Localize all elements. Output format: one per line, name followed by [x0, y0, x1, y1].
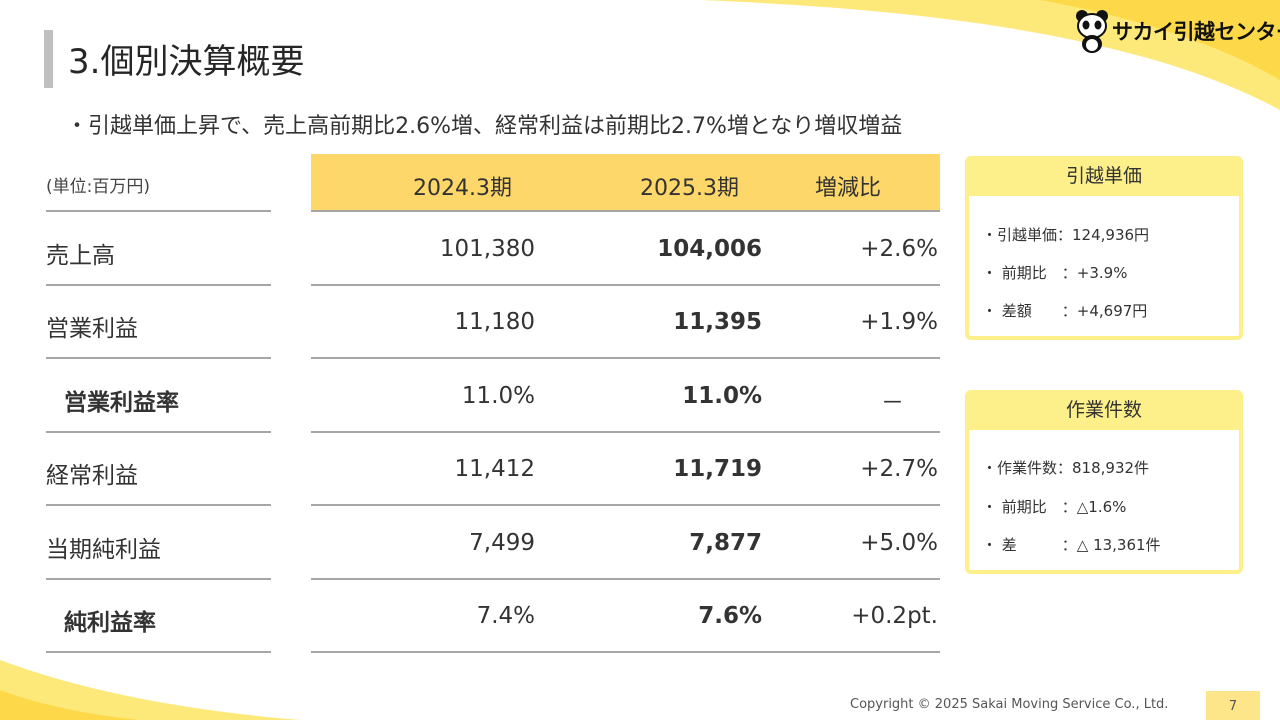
table-header-background	[311, 154, 940, 210]
row-label-sales: 売上高	[46, 243, 115, 269]
cell-change: +2.7%	[860, 456, 938, 482]
table-rule	[46, 284, 271, 286]
cell-prev: 7,499	[469, 530, 535, 556]
unit-price-yoy-line: ・ 前期比 ：+3.9%	[982, 264, 1128, 282]
table-rule	[311, 651, 940, 653]
page-number-background	[1206, 691, 1260, 720]
page-title: 3.個別決算概要	[68, 42, 305, 82]
unit-label: (単位:百万円)	[46, 177, 150, 197]
cell-prev: 7.4%	[476, 603, 535, 629]
cell-prev: 11.0%	[461, 383, 535, 409]
table-rule	[46, 651, 271, 653]
table-rule	[311, 504, 940, 506]
row-label-net-income: 当期純利益	[46, 537, 161, 563]
row-label-operating-profit: 営業利益	[46, 316, 138, 342]
table-rule	[311, 284, 940, 286]
table-rule	[311, 578, 940, 580]
column-header-curr: 2025.3期	[640, 176, 739, 201]
cell-change: －	[881, 390, 904, 416]
table-rule	[46, 431, 271, 433]
cell-change: +1.9%	[860, 309, 938, 335]
cell-curr: 7,877	[689, 530, 762, 556]
table-rule	[311, 431, 940, 433]
unit-price-diff-line: ・ 差額 ：+4,697円	[982, 302, 1148, 320]
table-rule	[311, 210, 940, 212]
work-count-line: ・作業件数：818,932件	[982, 459, 1150, 477]
row-label-ordinary-profit: 経常利益	[46, 463, 138, 489]
table-rule	[46, 210, 271, 212]
table-rule	[46, 357, 271, 359]
unit-price-line: ・引越単価：124,936円	[982, 226, 1150, 244]
row-label-net-margin: 純利益率	[64, 610, 156, 636]
work-count-yoy-line: ・ 前期比 ：△1.6%	[982, 498, 1127, 516]
column-header-prev: 2024.3期	[413, 176, 512, 201]
table-rule	[46, 504, 271, 506]
page-number: 7	[1228, 699, 1238, 714]
copyright: Copyright © 2025 Sakai Moving Service Co…	[850, 697, 1169, 712]
unit-price-panel-title: 引越単価	[965, 156, 1243, 196]
column-header-change: 増減比	[815, 176, 882, 201]
panda-logo-icon	[1076, 10, 1108, 53]
cell-curr: 7.6%	[698, 603, 762, 629]
cell-curr: 104,006	[657, 236, 762, 262]
logo-text: サカイ引越センター	[1112, 20, 1280, 44]
cell-curr: 11,719	[673, 456, 762, 482]
row-label-operating-margin: 営業利益率	[64, 390, 179, 416]
cell-curr: 11,395	[673, 309, 762, 335]
cell-curr: 11.0%	[682, 383, 762, 409]
work-count-diff-line: ・ 差 ：△ 13,361件	[982, 536, 1161, 554]
summary-text: ・引越単価上昇で、売上高前期比2.6%増、経常利益は前期比2.7%増となり増収増…	[66, 114, 903, 139]
cell-prev: 11,180	[454, 309, 535, 335]
work-count-panel-title: 作業件数	[965, 390, 1243, 430]
cell-prev: 101,380	[439, 236, 535, 262]
table-rule	[46, 578, 271, 580]
cell-change: +5.0%	[860, 530, 938, 556]
cell-prev: 11,412	[454, 456, 535, 482]
cell-change: +0.2pt.	[851, 603, 938, 629]
title-accent-bar	[44, 30, 53, 88]
table-rule	[311, 357, 940, 359]
cell-change: +2.6%	[860, 236, 938, 262]
